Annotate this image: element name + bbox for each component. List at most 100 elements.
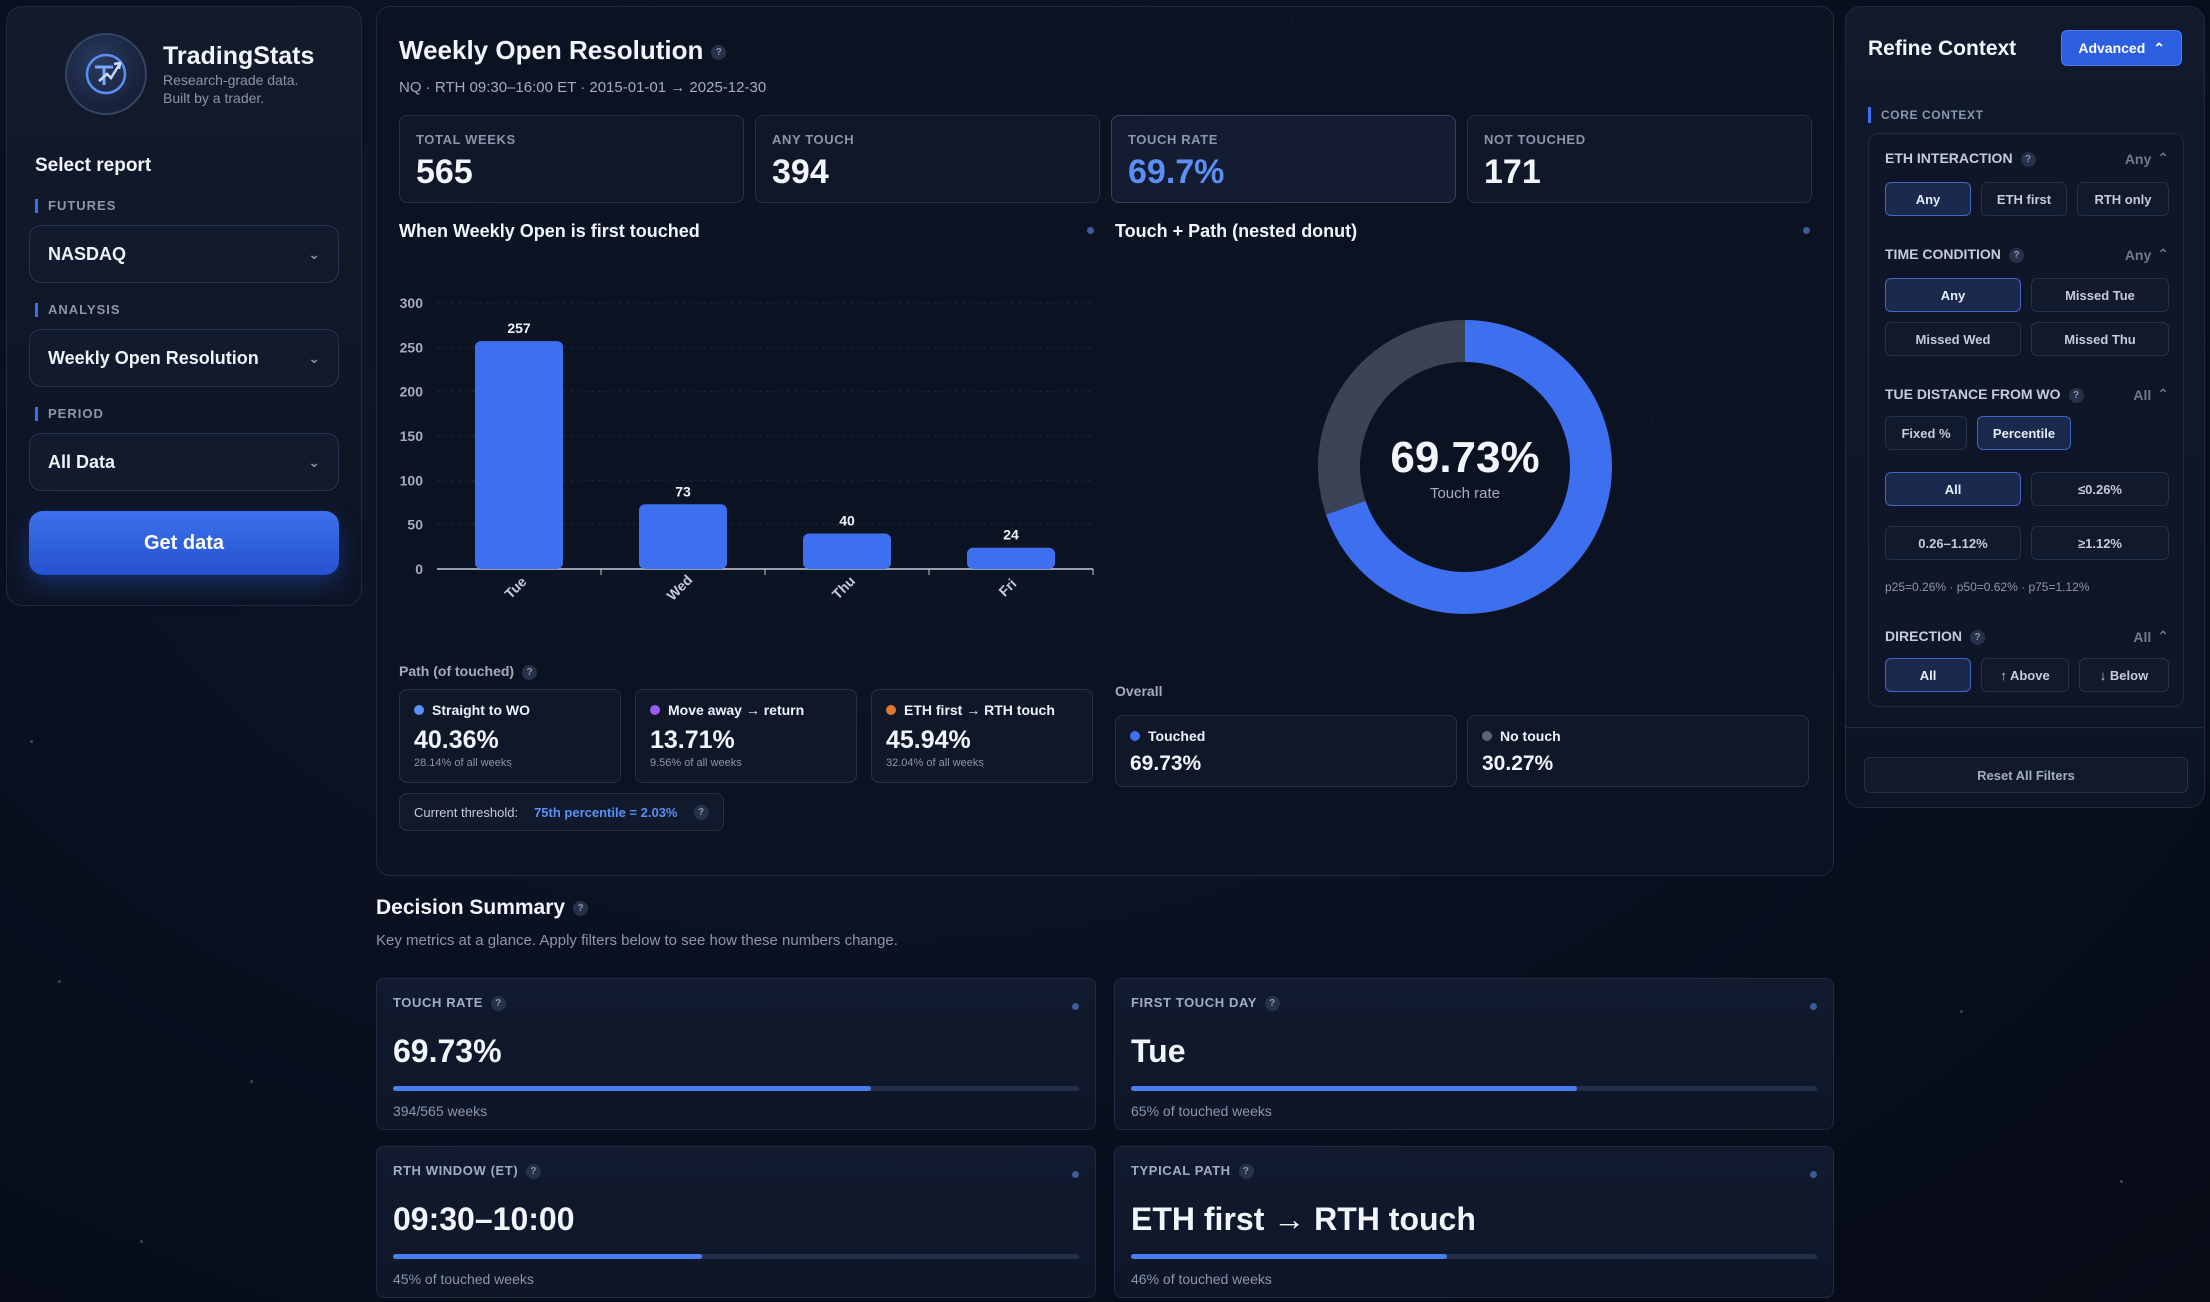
bar[interactable] (475, 341, 563, 569)
help-icon[interactable]: ? (2068, 387, 2084, 403)
summary-progress-fill (1131, 1086, 1577, 1092)
summary-progress (1131, 1086, 1817, 1092)
summary-label: TOUCH RATE (393, 995, 484, 1010)
help-icon[interactable]: ? (491, 996, 507, 1012)
summary-value: Tue (1131, 1033, 1186, 1070)
tue-option-all[interactable]: All (1885, 472, 2021, 506)
tue-distance-current: All (2133, 386, 2152, 403)
star (58, 980, 61, 983)
star (140, 1240, 143, 1243)
core-context-box: ETH INTERACTION? Any ⌃ Any ETH first RTH … (1868, 133, 2184, 707)
decision-summary-title: Decision Summary? (376, 896, 589, 920)
chevron-up-icon: ⌃ (2157, 246, 2169, 262)
summary-progress (393, 1086, 1079, 1092)
get-data-button[interactable]: Get data (29, 511, 339, 575)
tue-distance-label: TUE DISTANCE FROM WO (1885, 386, 2061, 403)
legend-dot-icon (650, 705, 660, 715)
donut-slice-no-touch[interactable] (1318, 320, 1612, 614)
chevron-up-icon: ⌃ (2157, 150, 2169, 166)
help-icon[interactable]: ? (2008, 247, 2024, 263)
brand-name: TradingStats (163, 41, 315, 70)
summary-progress (1131, 1254, 1817, 1260)
analysis-select[interactable]: Weekly Open Resolution ⌄ (29, 329, 339, 387)
path-label: Move away → return (668, 702, 805, 718)
help-icon[interactable]: ? (1970, 629, 1985, 645)
direction-option-below[interactable]: ↓ Below (2079, 658, 2169, 692)
chevron-up-icon: ⌃ (2153, 39, 2165, 56)
donut-center-value: 69.73% (1390, 432, 1540, 482)
summary-card-rth-window: RTH WINDOW (ET)? 09:30–10:00 45% of touc… (376, 1146, 1096, 1298)
eth-option-rth-only[interactable]: RTH only (2077, 182, 2169, 216)
overall-label-text: No touch (1500, 728, 1561, 744)
eth-option-eth-first[interactable]: ETH first (1981, 182, 2067, 216)
threshold-chip: Current threshold: 75th percentile = 2.0… (399, 793, 724, 831)
overall-value: 69.73% (1130, 752, 1202, 775)
legend-dot-icon (1130, 731, 1140, 741)
stat-label: ANY TOUCH (772, 132, 855, 147)
donut-chart-title: Touch + Path (nested donut) (1115, 221, 1358, 241)
indicator-dot-icon (1810, 1003, 1817, 1010)
help-icon[interactable]: ? (526, 1164, 542, 1180)
donut-svg (1318, 320, 1612, 614)
summary-foot: 65% of touched weeks (1131, 1103, 1272, 1120)
futures-select[interactable]: NASDAQ ⌄ (29, 225, 339, 283)
summary-value: ETH first → RTH touch (1131, 1201, 1476, 1238)
y-tick-label: 0 (415, 561, 423, 577)
y-tick-label: 100 (400, 472, 424, 488)
time-option-missed-thu[interactable]: Missed Thu (2031, 322, 2169, 356)
core-context-label: CORE CONTEXT (1868, 107, 1984, 123)
bar[interactable] (639, 504, 727, 569)
summary-card-first-touch-day: FIRST TOUCH DAY? Tue 65% of touched week… (1114, 978, 1834, 1130)
tue-mode-fixed[interactable]: Fixed % (1885, 416, 1967, 450)
direction-option-all[interactable]: All (1885, 658, 1971, 692)
time-option-any[interactable]: Any (1885, 278, 2021, 312)
advanced-label: Advanced (2078, 40, 2146, 56)
star (30, 740, 33, 743)
help-icon[interactable]: ? (2020, 151, 2036, 167)
reset-filters-button[interactable]: Reset All Filters (1864, 757, 2188, 793)
time-condition-header[interactable]: TIME CONDITION? Any ⌃ (1885, 246, 2169, 263)
eth-interaction-header[interactable]: ETH INTERACTION? Any ⌃ (1885, 150, 2169, 167)
tue-option-low[interactable]: ≤0.26% (2031, 472, 2169, 506)
y-tick-label: 200 (400, 384, 424, 400)
time-condition-label: TIME CONDITION (1885, 246, 2001, 263)
help-icon[interactable]: ? (711, 44, 727, 60)
analysis-value: Weekly Open Resolution (48, 347, 259, 368)
eth-option-any[interactable]: Any (1885, 182, 1971, 216)
path-title-text: Path (of touched) (399, 663, 515, 679)
indicator-dot-icon (1087, 227, 1094, 234)
legend-dot-icon (1482, 731, 1492, 741)
bar-chart-title: When Weekly Open is first touched (399, 221, 700, 241)
stat-value: 69.7% (1128, 153, 1225, 191)
help-icon[interactable]: ? (693, 804, 709, 820)
path-sub: 28.14% of all weeks (414, 757, 512, 769)
advanced-toggle-button[interactable]: Advanced ⌃ (2061, 30, 2182, 66)
bar[interactable] (967, 547, 1055, 569)
report-panel: Weekly Open Resolution? NQ · RTH 09:30–1… (376, 6, 1834, 876)
path-sub: 9.56% of all weeks (650, 757, 742, 769)
path-sub: 32.04% of all weeks (886, 757, 984, 769)
summary-card-typical-path: TYPICAL PATH? ETH first → RTH touch 46% … (1114, 1146, 1834, 1298)
path-value: 45.94% (886, 726, 971, 754)
tue-distance-header[interactable]: TUE DISTANCE FROM WO? All ⌃ (1885, 386, 2169, 403)
tue-mode-percentile[interactable]: Percentile (1977, 416, 2071, 450)
y-tick-label: 50 (407, 517, 423, 533)
tue-option-high[interactable]: ≥1.12% (2031, 526, 2169, 560)
period-select[interactable]: All Data ⌄ (29, 433, 339, 491)
help-icon[interactable]: ? (573, 900, 589, 916)
direction-header[interactable]: DIRECTION? All ⌃ (1885, 628, 2169, 645)
y-tick-label: 150 (400, 428, 424, 444)
time-option-missed-tue[interactable]: Missed Tue (2031, 278, 2169, 312)
tue-option-mid[interactable]: 0.26–1.12% (1885, 526, 2021, 560)
decision-summary-title-text: Decision Summary (376, 896, 566, 919)
bar[interactable] (803, 533, 891, 569)
help-icon[interactable]: ? (1265, 996, 1281, 1012)
indicator-dot-icon (1072, 1171, 1079, 1178)
help-icon[interactable]: ? (522, 664, 538, 680)
direction-option-above[interactable]: ↑ Above (1981, 658, 2069, 692)
stat-label: NOT TOUCHED (1484, 132, 1586, 147)
help-icon[interactable]: ? (1238, 1164, 1254, 1180)
time-option-missed-wed[interactable]: Missed Wed (1885, 322, 2021, 356)
report-sidebar: TradingStats Research-grade data. Built … (6, 6, 362, 606)
summary-value: 09:30–10:00 (393, 1201, 575, 1238)
